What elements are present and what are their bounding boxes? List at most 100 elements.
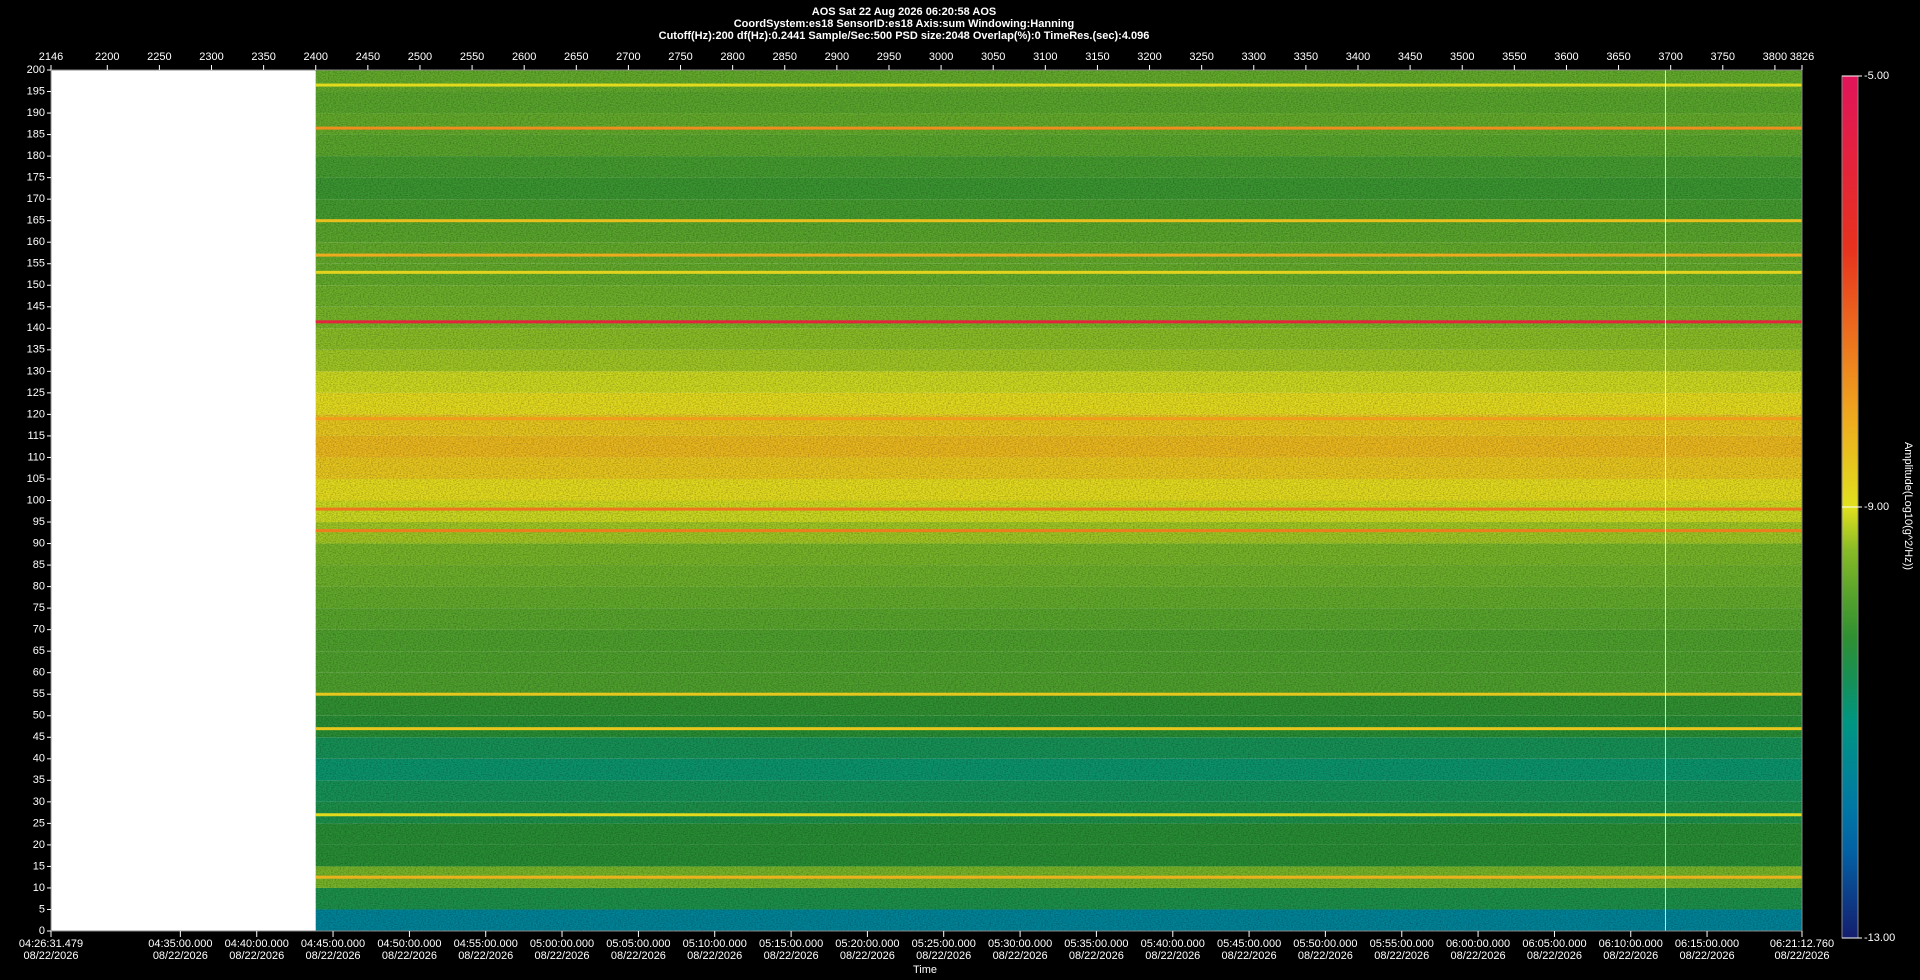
y-tick-label: 140 <box>27 322 45 334</box>
y-tick-label: 80 <box>33 581 45 593</box>
y-tick-label: 180 <box>27 150 45 162</box>
time-tick-label: 04:35:00.000 <box>148 938 212 950</box>
x-tick-label: 3100 <box>1033 51 1057 63</box>
time-tick-label: 05:25:00.000 <box>912 938 976 950</box>
time-tick-label: 04:55:00.000 <box>454 938 518 950</box>
y-tick-label: 200 <box>27 64 45 76</box>
time-tick-label: 06:10:00.000 <box>1599 938 1663 950</box>
x-tick-label: 3250 <box>1189 51 1213 63</box>
time-tick-label: 05:00:00.000 <box>530 938 594 950</box>
x-tick-label: 3000 <box>929 51 953 63</box>
time-tick-label: 06:21:12.760 <box>1770 938 1834 950</box>
grain-texture <box>315 70 1803 931</box>
y-tick-label: 45 <box>33 731 45 743</box>
date-tick-label: 08/22/2026 <box>153 950 208 962</box>
tonal-line <box>315 126 1803 130</box>
x-tick-label: 2300 <box>199 51 223 63</box>
y-tick-label: 170 <box>27 193 45 205</box>
time-tick-label: 05:50:00.000 <box>1293 938 1357 950</box>
x-tick-label: 3150 <box>1085 51 1109 63</box>
y-tick-label: 30 <box>33 796 45 808</box>
date-tick-label: 08/22/2026 <box>1451 950 1506 962</box>
date-tick-label: 08/22/2026 <box>764 950 819 962</box>
date-tick-label: 08/22/2026 <box>534 950 589 962</box>
time-tick-label: 04:50:00.000 <box>377 938 441 950</box>
date-tick-label: 08/22/2026 <box>382 950 437 962</box>
y-tick-label: 120 <box>27 408 45 420</box>
date-tick-label: 08/22/2026 <box>1774 950 1829 962</box>
date-tick-label: 08/22/2026 <box>23 950 78 962</box>
time-tick-label: 06:15:00.000 <box>1675 938 1739 950</box>
tonal-line <box>315 83 1803 87</box>
y-tick-label: 15 <box>33 860 45 872</box>
x-tick-label: 2900 <box>825 51 849 63</box>
date-tick-label: 08/22/2026 <box>229 950 284 962</box>
x-tick-label: 2250 <box>147 51 171 63</box>
y-tick-label: 0 <box>39 925 45 937</box>
date-tick-label: 08/22/2026 <box>1145 950 1200 962</box>
x-tick-label: 3300 <box>1242 51 1266 63</box>
x-tick-label: 3050 <box>981 51 1005 63</box>
x-tick-label: 2750 <box>668 51 692 63</box>
x-tick-label: 3600 <box>1554 51 1578 63</box>
x-tick-label: 3750 <box>1711 51 1735 63</box>
tonal-line <box>315 507 1803 511</box>
x-tick-label: 3550 <box>1502 51 1526 63</box>
tonal-line <box>315 529 1803 533</box>
y-tick-label: 90 <box>33 537 45 549</box>
chart-parameters: Cutoff(Hz):200 df(Hz):0.2441 Sample/Sec:… <box>659 30 1150 42</box>
colorbar-tick-label: -13.00 <box>1864 932 1895 944</box>
tonal-line <box>315 727 1803 731</box>
y-tick-label: 190 <box>27 107 45 119</box>
date-tick-label: 08/22/2026 <box>611 950 666 962</box>
y-tick-label: 105 <box>27 473 45 485</box>
colorbar-label: Amplitude(Log10(g^2/Hz)) <box>1902 442 1914 570</box>
y-tick-label: 100 <box>27 494 45 506</box>
x-tick-label: 2850 <box>773 51 797 63</box>
y-tick-label: 185 <box>27 128 45 140</box>
x-tick-label: 3400 <box>1346 51 1370 63</box>
y-tick-label: 20 <box>33 839 45 851</box>
y-tick-label: 70 <box>33 624 45 636</box>
date-tick-label: 08/22/2026 <box>1374 950 1429 962</box>
time-tick-label: 04:40:00.000 <box>225 938 289 950</box>
x-tick-label: 3500 <box>1450 51 1474 63</box>
tonal-line <box>315 253 1803 257</box>
time-tick-label: 04:45:00.000 <box>301 938 365 950</box>
tonal-line <box>315 692 1803 696</box>
x-tick-label: 3350 <box>1294 51 1318 63</box>
y-tick-label: 145 <box>27 301 45 313</box>
time-tick-label: 06:05:00.000 <box>1522 938 1586 950</box>
x-tick-label: 3700 <box>1658 51 1682 63</box>
chart-subtitle: CoordSystem:es18 SensorID:es18 Axis:sum … <box>734 18 1075 30</box>
date-tick-label: 08/22/2026 <box>306 950 361 962</box>
time-tick-label: 05:55:00.000 <box>1370 938 1434 950</box>
x-axis-label: Time <box>913 964 937 976</box>
colorbar-tick-label: -9.00 <box>1864 501 1889 513</box>
y-tick-label: 95 <box>33 516 45 528</box>
date-tick-label: 08/22/2026 <box>916 950 971 962</box>
x-tick-label: 2350 <box>251 51 275 63</box>
tonal-line <box>315 417 1803 421</box>
y-tick-label: 65 <box>33 645 45 657</box>
x-tick-label: 3800 <box>1763 51 1787 63</box>
tonal-line <box>315 320 1803 324</box>
y-tick-label: 130 <box>27 365 45 377</box>
x-tick-label: 2650 <box>564 51 588 63</box>
y-tick-label: 115 <box>27 430 45 442</box>
x-tick-label: 3200 <box>1137 51 1161 63</box>
y-tick-label: 125 <box>27 387 45 399</box>
time-tick-label: 05:15:00.000 <box>759 938 823 950</box>
date-tick-label: 08/22/2026 <box>458 950 513 962</box>
chart-title: AOS Sat 22 Aug 2026 06:20:58 AOS <box>812 6 996 18</box>
time-tick-label: 05:05:00.000 <box>606 938 670 950</box>
y-tick-label: 60 <box>33 667 45 679</box>
x-tick-label: 2950 <box>877 51 901 63</box>
date-tick-label: 08/22/2026 <box>840 950 895 962</box>
tonal-line <box>315 813 1803 817</box>
x-tick-label: 2700 <box>616 51 640 63</box>
y-tick-label: 10 <box>33 882 45 894</box>
x-tick-label: 2800 <box>720 51 744 63</box>
y-tick-label: 50 <box>33 710 45 722</box>
